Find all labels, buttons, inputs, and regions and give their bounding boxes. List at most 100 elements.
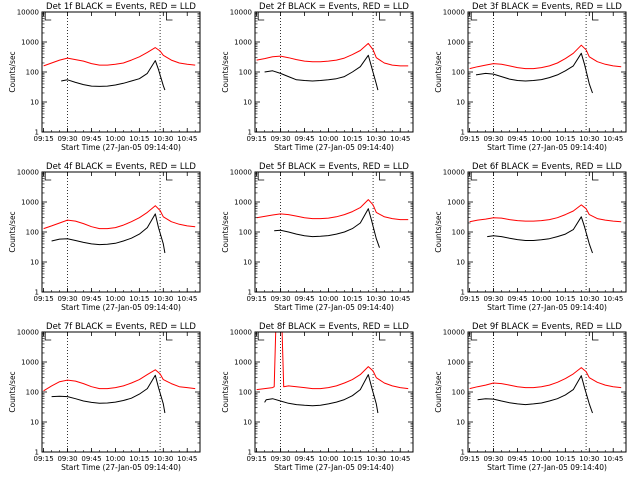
x-tick-label: 10:15 [342, 135, 362, 143]
y-tick-label: 10000 [17, 329, 39, 337]
x-tick-label: 09:30 [270, 135, 290, 143]
x-tick-label: 10:00 [531, 135, 551, 143]
y-tick-label: 10 [30, 99, 39, 107]
panel-title: Det 2f BLACK = Events, RED = LLD [259, 2, 409, 12]
plot-frame [467, 171, 627, 293]
plot-frame [467, 331, 627, 453]
interval-bracket-mark [166, 12, 173, 21]
plot-frame [41, 171, 201, 293]
x-tick-label: 10:00 [318, 295, 338, 303]
x-axis-label: Start Time (27-Jan-05 09:14:40) [274, 143, 394, 152]
x-tick-label: 09:45 [81, 135, 101, 143]
x-tick-label: 10:30 [579, 135, 599, 143]
panel-title: Det 9f BLACK = Events, RED = LLD [472, 322, 622, 332]
x-tick-label: 10:15 [129, 455, 149, 463]
panel-2: Det 2f BLACK = Events, RED = LLD 1 10 100 10… [221, 2, 414, 152]
y-tick-label: 1000 [447, 39, 465, 47]
y-tick-label: 10000 [230, 169, 252, 177]
x-tick-label: 09:15 [34, 455, 54, 463]
x-axis-label: Start Time (27-Jan-05 09:14:40) [61, 143, 181, 152]
x-tick-label: 09:30 [270, 455, 290, 463]
x-tick-label: 10:45 [177, 135, 197, 143]
x-tick-label: 09:15 [247, 135, 267, 143]
panel-title: Det 7f BLACK = Events, RED = LLD [46, 322, 196, 332]
events-rate-line [274, 208, 380, 248]
y-tick-label: 10000 [443, 9, 465, 17]
events-rate-line [264, 54, 379, 91]
y-tick-label: 1000 [447, 199, 465, 207]
x-tick-label: 10:45 [390, 455, 410, 463]
y-tick-label: 1 [461, 289, 465, 297]
panel-title: Det 1f BLACK = Events, RED = LLD [46, 2, 196, 12]
panel-title: Det 5f BLACK = Events, RED = LLD [259, 162, 409, 172]
x-tick-label: 10:45 [603, 455, 623, 463]
y-tick-label: 10 [456, 99, 465, 107]
y-axis-label: Counts/sec [434, 371, 443, 412]
y-tick-label: 100 [239, 69, 252, 77]
lld-rate-line [469, 204, 622, 223]
lld-rate-line [43, 205, 196, 230]
x-axis-label: Start Time (27-Jan-05 09:14:40) [487, 303, 607, 312]
y-tick-label: 1000 [234, 359, 252, 367]
interval-bracket-mark [592, 12, 599, 21]
lld-rate-line [256, 199, 409, 221]
x-tick-label: 10:45 [177, 455, 197, 463]
lld-rate-line [469, 44, 622, 70]
y-tick-label: 100 [26, 229, 39, 237]
interval-bracket-mark [592, 172, 599, 181]
plot-frame [41, 11, 201, 133]
x-tick-label: 10:30 [153, 135, 173, 143]
y-tick-label: 1 [35, 449, 39, 457]
x-tick-label: 10:30 [153, 455, 173, 463]
y-tick-label: 100 [452, 229, 465, 237]
interval-bracket-mark [592, 332, 599, 341]
x-tick-label: 09:15 [460, 295, 480, 303]
y-axis-label: Counts/sec [8, 371, 17, 412]
y-tick-label: 10000 [443, 169, 465, 177]
events-rate-line [475, 52, 593, 94]
x-tick-label: 10:00 [318, 455, 338, 463]
x-axis-label: Start Time (27-Jan-05 09:14:40) [487, 143, 607, 152]
interval-bracket-mark [44, 12, 52, 21]
x-tick-label: 10:30 [153, 295, 173, 303]
x-tick-label: 10:30 [579, 455, 599, 463]
y-tick-label: 1000 [234, 39, 252, 47]
y-tick-label: 1 [461, 449, 465, 457]
x-axis-label: Start Time (27-Jan-05 09:14:40) [487, 463, 607, 472]
x-tick-label: 09:30 [57, 135, 77, 143]
lld-rate-line [43, 369, 196, 392]
plot-frame [467, 11, 627, 133]
x-tick-label: 10:30 [366, 135, 386, 143]
y-tick-label: 1000 [21, 39, 39, 47]
x-tick-label: 09:15 [460, 135, 480, 143]
panel-8: Det 8f BLACK = Events, RED = LLD 1 10 100 10… [221, 322, 414, 472]
x-tick-label: 09:45 [507, 295, 527, 303]
y-tick-label: 100 [239, 229, 252, 237]
y-tick-label: 10000 [443, 329, 465, 337]
panel-1: Det 1f BLACK = Events, RED = LLD 1 10 100 10… [8, 2, 201, 152]
x-tick-label: 09:45 [294, 295, 314, 303]
x-tick-label: 09:45 [294, 135, 314, 143]
interval-bracket-mark [257, 332, 265, 341]
x-tick-label: 09:30 [483, 295, 503, 303]
panel-title: Det 6f BLACK = Events, RED = LLD [472, 162, 622, 172]
y-tick-label: 10 [456, 259, 465, 267]
x-tick-label: 10:00 [105, 135, 125, 143]
interval-bracket-mark [470, 172, 478, 181]
y-tick-label: 1000 [447, 359, 465, 367]
x-axis-label: Start Time (27-Jan-05 09:14:40) [274, 303, 394, 312]
x-tick-label: 10:30 [366, 455, 386, 463]
x-tick-label: 10:00 [531, 455, 551, 463]
y-tick-label: 1000 [21, 359, 39, 367]
y-tick-label: 10000 [17, 169, 39, 177]
x-tick-label: 10:45 [390, 295, 410, 303]
y-tick-label: 10 [243, 259, 252, 267]
x-tick-label: 09:30 [483, 135, 503, 143]
lld-rate-line [256, 42, 409, 67]
x-tick-label: 10:45 [177, 295, 197, 303]
y-tick-label: 10 [243, 99, 252, 107]
lld-rate-line [469, 367, 622, 390]
x-tick-label: 10:15 [342, 295, 362, 303]
y-tick-label: 1000 [234, 199, 252, 207]
